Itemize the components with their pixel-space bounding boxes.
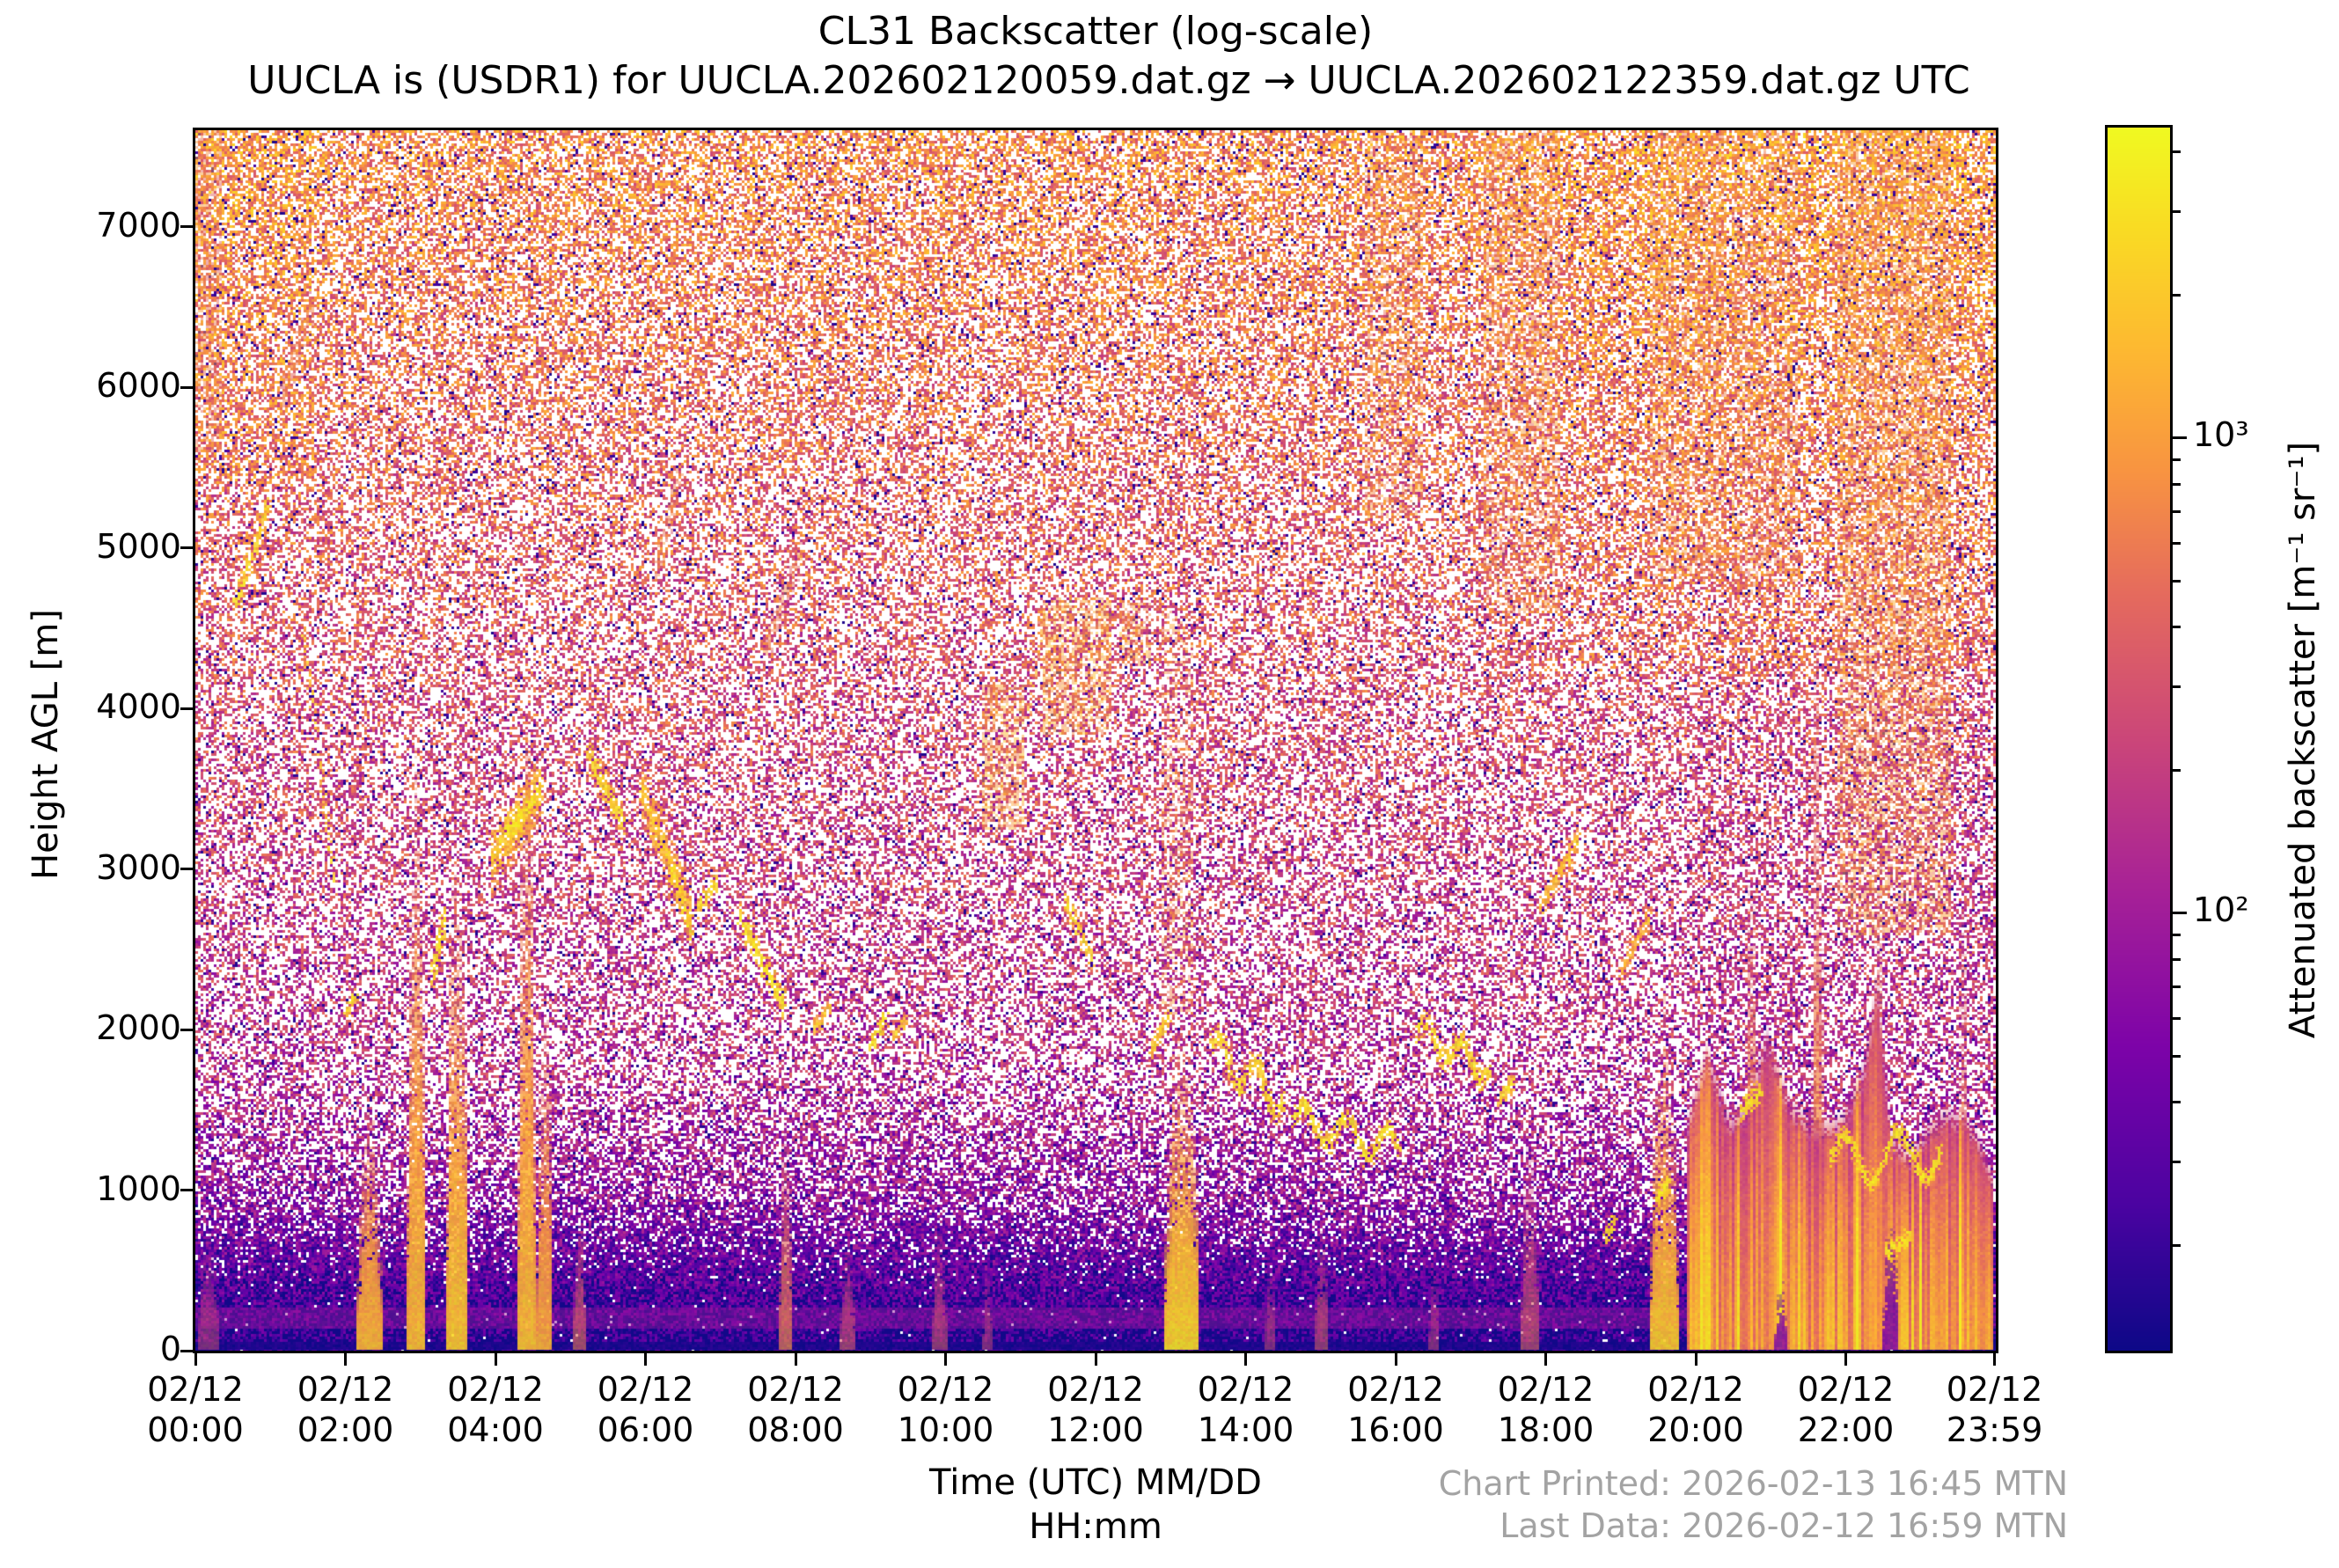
colorbar-minor-tick xyxy=(2173,458,2181,461)
colorbar-minor-tick xyxy=(2173,626,2181,629)
y-tick-label: 7000 xyxy=(96,205,181,245)
x-tick-time: 08:00 xyxy=(747,1410,844,1449)
colorbar-minor-tick xyxy=(2173,1243,2181,1247)
x-tick-mark xyxy=(494,1353,497,1366)
x-tick-time: 00:00 xyxy=(147,1410,244,1449)
colorbar-tick-label: 10² xyxy=(2193,890,2249,929)
last-data-timestamp: Last Data: 2026-02-12 16:59 MTN xyxy=(1499,1506,2068,1545)
colorbar-minor-tick xyxy=(2173,768,2181,772)
colorbar-minor-tick xyxy=(2173,933,2181,936)
x-tick-label: 02/12 23:59 xyxy=(1898,1369,2092,1450)
x-tick-time: 06:00 xyxy=(597,1410,694,1449)
colorbar-minor-tick xyxy=(2173,509,2181,513)
colorbar-label: Attenuated backscatter [m⁻¹ sr⁻¹] xyxy=(2283,441,2323,1039)
x-tick-mark xyxy=(1993,1353,1997,1366)
x-tick-time: 22:00 xyxy=(1797,1410,1895,1449)
y-tick-mark xyxy=(180,546,193,549)
x-tick-date: 02/12 xyxy=(1647,1370,1744,1409)
y-tick-label: 1000 xyxy=(96,1169,181,1208)
x-tick-date: 02/12 xyxy=(147,1370,244,1409)
x-tick-label: 02/12 16:00 xyxy=(1299,1369,1492,1450)
x-tick-mark xyxy=(194,1353,197,1366)
colorbar-gradient xyxy=(2108,128,2170,1351)
x-tick-label: 02/12 08:00 xyxy=(699,1369,892,1450)
x-tick-time: 04:00 xyxy=(447,1410,544,1449)
x-tick-date: 02/12 xyxy=(447,1370,544,1409)
x-tick-date: 02/12 xyxy=(747,1370,844,1409)
colorbar-minor-tick xyxy=(2173,957,2181,961)
x-tick-mark xyxy=(794,1353,797,1366)
y-axis-label: Height AGL [m] xyxy=(26,609,66,880)
x-tick-label: 02/12 04:00 xyxy=(399,1369,592,1450)
y-tick-label: 6000 xyxy=(96,366,181,405)
backscatter-heatmap-canvas xyxy=(195,130,1996,1351)
y-tick-mark xyxy=(180,707,193,710)
y-tick-mark xyxy=(180,1189,193,1191)
chart-title: CL31 Backscatter (log-scale) xyxy=(818,9,1374,54)
x-tick-mark xyxy=(1094,1353,1097,1366)
x-tick-time: 20:00 xyxy=(1647,1410,1744,1449)
colorbar-minor-tick xyxy=(2173,685,2181,688)
x-tick-time: 10:00 xyxy=(897,1410,994,1449)
x-tick-time: 12:00 xyxy=(1047,1410,1144,1449)
x-tick-label: 02/12 14:00 xyxy=(1149,1369,1343,1450)
x-tick-mark xyxy=(1694,1353,1697,1366)
y-tick-mark xyxy=(180,385,193,389)
x-tick-time: 18:00 xyxy=(1497,1410,1595,1449)
x-tick-time: 14:00 xyxy=(1197,1410,1294,1449)
colorbar-minor-tick xyxy=(2173,1017,2181,1021)
colorbar-major-tick xyxy=(2173,912,2187,915)
x-tick-label: 02/12 00:00 xyxy=(99,1369,292,1450)
colorbar-tick-label: 10³ xyxy=(2193,414,2249,454)
x-tick-mark xyxy=(644,1353,647,1366)
x-tick-time: 23:59 xyxy=(1946,1410,2043,1449)
y-tick-label: 0 xyxy=(159,1330,181,1368)
x-tick-mark xyxy=(344,1353,347,1366)
x-tick-date: 02/12 xyxy=(1797,1370,1895,1409)
x-tick-time: 16:00 xyxy=(1347,1410,1444,1449)
x-axis-label-line1: Time (UTC) MM/DD xyxy=(929,1462,1262,1503)
x-tick-label: 02/12 20:00 xyxy=(1599,1369,1793,1450)
x-tick-mark xyxy=(1244,1353,1247,1366)
x-tick-time: 02:00 xyxy=(297,1410,394,1449)
x-tick-date: 02/12 xyxy=(1347,1370,1444,1409)
y-tick-mark xyxy=(180,1349,193,1352)
colorbar-minor-tick xyxy=(2173,1160,2181,1163)
x-tick-mark xyxy=(1394,1353,1397,1366)
x-tick-date: 02/12 xyxy=(1197,1370,1294,1409)
x-tick-date: 02/12 xyxy=(1047,1370,1144,1409)
x-tick-date: 02/12 xyxy=(1946,1370,2043,1409)
chart-subtitle: UUCLA is (USDR1) for UUCLA.202602120059.… xyxy=(247,58,1970,103)
x-tick-mark xyxy=(1844,1353,1847,1366)
colorbar-minor-tick xyxy=(2173,482,2181,486)
x-tick-label: 02/12 18:00 xyxy=(1449,1369,1643,1450)
x-tick-mark xyxy=(944,1353,947,1366)
colorbar-minor-tick xyxy=(2173,985,2181,988)
colorbar-minor-tick xyxy=(2173,150,2181,154)
colorbar-minor-tick xyxy=(2173,542,2181,546)
y-tick-mark xyxy=(180,1028,193,1031)
colorbar-minor-tick xyxy=(2173,1054,2181,1058)
colorbar-major-tick xyxy=(2173,436,2187,440)
x-tick-label: 02/12 22:00 xyxy=(1749,1369,1943,1450)
chart-printed-timestamp: Chart Printed: 2026-02-13 16:45 MTN xyxy=(1438,1464,2068,1503)
y-tick-mark xyxy=(180,225,193,228)
x-tick-date: 02/12 xyxy=(597,1370,694,1409)
y-tick-mark xyxy=(180,868,193,870)
x-tick-date: 02/12 xyxy=(297,1370,394,1409)
colorbar-minor-tick xyxy=(2173,209,2181,213)
colorbar-minor-tick xyxy=(2173,1101,2181,1104)
x-axis-label-line2: HH:mm xyxy=(1029,1506,1162,1547)
colorbar-minor-tick xyxy=(2173,293,2181,297)
colorbar-minor-tick xyxy=(2173,579,2181,583)
x-tick-date: 02/12 xyxy=(897,1370,994,1409)
x-tick-mark xyxy=(1544,1353,1547,1366)
x-tick-label: 02/12 02:00 xyxy=(249,1369,443,1450)
x-tick-label: 02/12 12:00 xyxy=(999,1369,1192,1450)
x-tick-label: 02/12 06:00 xyxy=(549,1369,743,1450)
x-tick-date: 02/12 xyxy=(1497,1370,1595,1409)
x-tick-label: 02/12 10:00 xyxy=(849,1369,1043,1450)
